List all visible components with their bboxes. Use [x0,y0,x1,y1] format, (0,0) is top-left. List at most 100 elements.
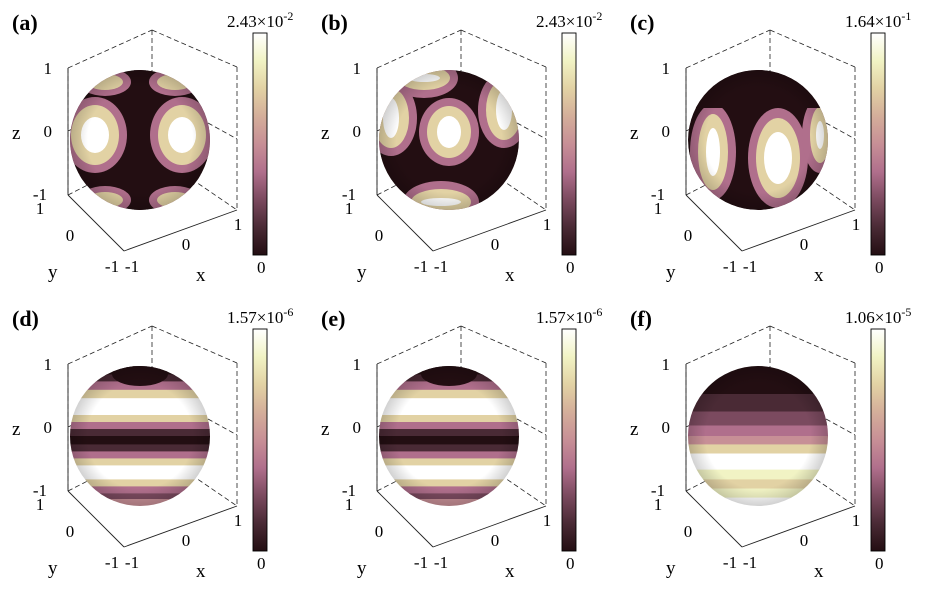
y-axis-line [685,490,743,548]
grid-line [769,325,856,364]
y-tick-label: 1 [654,495,663,514]
x-axis-label: x [814,265,824,286]
colorbar-max-mantissa: 1.06×10 [845,308,902,327]
axes-frame [67,68,238,252]
y-axis-label: y [357,558,367,579]
sphere-shading [379,366,519,506]
panel-c: (c) 1 0 -1 1 0 -1 -1 0 1 z y x 1.64×10-1 0 [618,0,927,296]
x-tick-label: 1 [852,511,861,530]
grid-line [376,29,462,69]
colorbar-max-label: 1.57×10-6 [227,305,293,328]
y-tick-label: 0 [375,522,384,541]
z-tick-label: -1 [651,185,665,204]
colorbar-max-mantissa: 1.64×10 [845,12,902,31]
y-tick-label: -1 [414,257,428,276]
y-tick-label: 0 [684,522,693,541]
colorbar-min-label: 0 [257,258,266,277]
colorbar [252,328,268,552]
panel-label: (e) [321,306,346,331]
colorbar-min-label: 0 [566,258,575,277]
x-axis-line [741,209,856,252]
x-tick-label: 1 [543,215,552,234]
grid-line [151,325,238,364]
x-axis-label: x [196,561,206,582]
x-tick-label: 1 [543,511,552,530]
grid-line [769,29,856,68]
panel-label: (d) [12,306,39,331]
z-tick-label: 0 [353,122,362,141]
z-tick-label: 1 [662,59,671,78]
y-tick-label: -1 [105,553,119,572]
y-axis-line [376,194,434,252]
colorbar [870,328,886,552]
sphere-shading [70,70,210,210]
y-axis-line [376,490,434,548]
y-tick-label: 0 [684,226,693,245]
colorbar-max-label: 1.64×10-1 [845,9,912,32]
z-axis-label: z [12,419,20,440]
grid-line [151,29,238,68]
y-tick-label: 0 [66,226,75,245]
colorbar-max-label: 1.06×10-5 [845,305,912,328]
colorbar-max-exponent: -6 [592,305,603,319]
y-axis-label: y [357,262,367,283]
colorbar-max-exponent: -1 [901,9,912,23]
x-axis-line [123,505,238,548]
x-axis-label: x [505,265,515,286]
y-tick-label: 0 [66,522,75,541]
z-tick-label: 0 [44,418,53,437]
x-axis-label: x [505,561,515,582]
x-tick-label: 0 [800,531,809,550]
x-tick-label: 0 [182,235,191,254]
y-tick-label: -1 [414,553,428,572]
panel-label: (b) [321,10,348,35]
x-axis-label: x [196,265,206,286]
colorbar-max-mantissa: 2.43×10 [536,12,593,31]
y-axis-label: y [666,262,676,283]
colorbar [870,32,886,256]
colorbar-max-mantissa: 1.57×10 [536,308,593,327]
x-tick-label: -1 [743,257,757,276]
y-axis-label: y [666,558,676,579]
x-tick-label: -1 [434,553,448,572]
x-tick-label: 0 [491,531,500,550]
z-tick-label: 1 [44,59,53,78]
grid-line [685,29,771,69]
panel-b: (b) 1 0 -1 1 0 -1 -1 0 1 z y x 2.43×10-2 0 [309,0,618,296]
z-axis-label: z [12,123,20,144]
z-tick-label: 0 [662,122,671,141]
z-tick-label: 1 [353,59,362,78]
x-tick-label: -1 [434,257,448,276]
x-axis-line [123,209,238,252]
y-tick-label: 1 [36,495,45,514]
z-tick-label: 0 [662,418,671,437]
colorbar-max-exponent: -2 [592,9,603,23]
colorbar-max-exponent: -2 [283,9,294,23]
z-axis-label: z [630,123,638,144]
y-tick-label: 1 [345,199,354,218]
sphere-shading [70,366,210,506]
x-tick-label: 0 [491,235,500,254]
z-tick-label: -1 [33,185,47,204]
x-tick-label: -1 [125,257,139,276]
sphere-shading [688,366,828,506]
sphere-shading [379,70,519,210]
z-tick-label: 1 [662,355,671,374]
colorbar [561,328,577,552]
y-tick-label: 1 [654,199,663,218]
y-tick-label: 1 [36,199,45,218]
y-tick-label: -1 [723,553,737,572]
y-tick-label: -1 [105,257,119,276]
colorbar-max-exponent: -5 [901,305,912,319]
z-axis-label: z [630,419,638,440]
x-tick-label: 0 [182,531,191,550]
x-tick-label: 0 [800,235,809,254]
x-axis-line [432,505,547,548]
colorbar-max-label: 1.57×10-6 [536,305,603,328]
x-axis-line [741,505,856,548]
grid-line [67,325,153,365]
